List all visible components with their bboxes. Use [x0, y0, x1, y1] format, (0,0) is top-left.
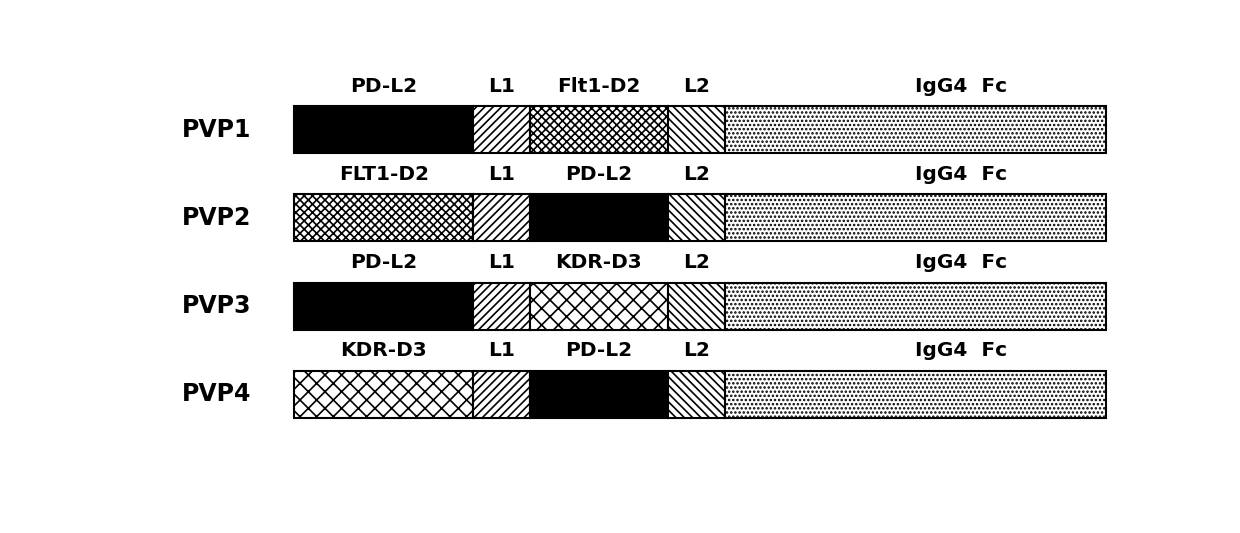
Bar [294, 282, 472, 330]
Text: L1: L1 [489, 342, 515, 360]
Text: IgG4  Fc: IgG4 Fc [915, 165, 1007, 184]
Bar [529, 194, 668, 241]
Text: L1: L1 [489, 77, 515, 96]
Text: L1: L1 [489, 253, 515, 272]
Text: L1: L1 [489, 165, 515, 184]
Text: L2: L2 [683, 342, 709, 360]
Text: L2: L2 [683, 253, 709, 272]
Text: IgG4  Fc: IgG4 Fc [915, 77, 1007, 96]
Text: PD-L2: PD-L2 [350, 77, 417, 96]
Bar [529, 106, 668, 153]
Bar [294, 371, 472, 418]
Text: PVP3: PVP3 [181, 294, 250, 318]
Bar [294, 106, 472, 153]
Text: Flt1-D2: Flt1-D2 [557, 77, 641, 96]
Bar [724, 194, 1106, 241]
Bar [294, 194, 472, 241]
Bar [472, 371, 529, 418]
Bar [529, 282, 668, 330]
Bar [668, 371, 724, 418]
Text: L2: L2 [683, 165, 709, 184]
Text: PD-L2: PD-L2 [565, 165, 632, 184]
Bar [529, 371, 668, 418]
Text: FLT1-D2: FLT1-D2 [339, 165, 429, 184]
Text: IgG4  Fc: IgG4 Fc [915, 342, 1007, 360]
Bar [668, 106, 724, 153]
Bar [668, 282, 724, 330]
Text: PVP4: PVP4 [182, 382, 250, 406]
Bar [472, 106, 529, 153]
Bar [472, 282, 529, 330]
Text: PVP2: PVP2 [182, 206, 250, 230]
Text: L2: L2 [683, 77, 709, 96]
Bar [724, 106, 1106, 153]
Bar [668, 194, 724, 241]
Text: PD-L2: PD-L2 [565, 342, 632, 360]
Bar [724, 282, 1106, 330]
Text: KDR-D3: KDR-D3 [556, 253, 642, 272]
Text: KDR-D3: KDR-D3 [340, 342, 427, 360]
Text: PD-L2: PD-L2 [350, 253, 417, 272]
Text: IgG4  Fc: IgG4 Fc [915, 253, 1007, 272]
Text: PVP1: PVP1 [182, 118, 250, 142]
Bar [472, 194, 529, 241]
Bar [724, 371, 1106, 418]
